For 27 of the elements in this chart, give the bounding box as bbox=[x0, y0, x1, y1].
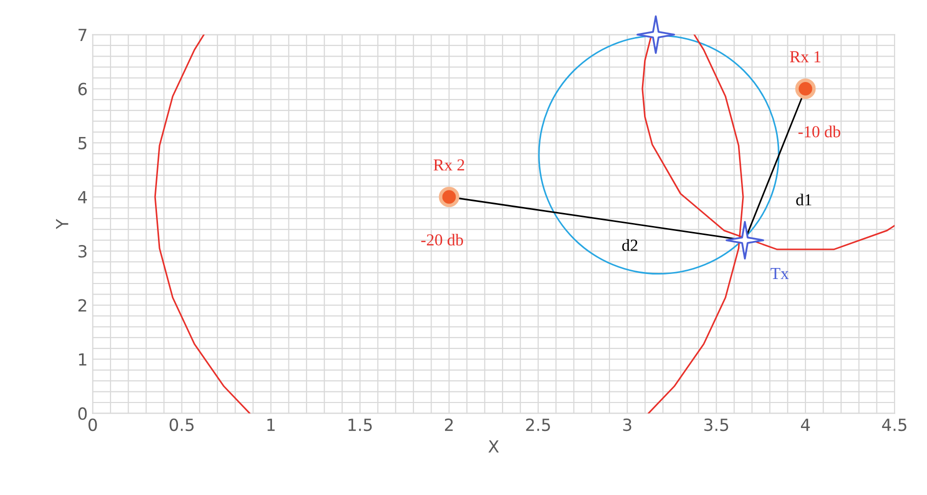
x-tick-label: 1 bbox=[267, 418, 275, 431]
annotation: Rx 1 bbox=[790, 51, 820, 62]
y-tick-label: 2 bbox=[78, 299, 86, 312]
x-tick-label: 1.5 bbox=[348, 418, 372, 432]
x-tick-label: 0.5 bbox=[170, 418, 194, 432]
y-tick-label: 4 bbox=[78, 191, 87, 204]
x-tick-label: 3.5 bbox=[704, 418, 728, 432]
x-tick-label: 2 bbox=[445, 418, 453, 431]
annotation: -10 db bbox=[798, 126, 840, 138]
x-tick-label: 4 bbox=[800, 418, 810, 431]
x-tick-label: 3 bbox=[623, 418, 632, 432]
x-tick-label: 0 bbox=[88, 418, 97, 432]
annotation: Rx 2 bbox=[434, 159, 464, 170]
annotation: -20 db bbox=[421, 234, 464, 246]
y-tick-label: 3 bbox=[78, 245, 87, 258]
annotation: Tx bbox=[770, 268, 789, 279]
x-tick-label: 4.5 bbox=[882, 418, 906, 432]
x-axis-title: X bbox=[488, 440, 499, 453]
y-tick-label: 5 bbox=[78, 137, 86, 150]
y-tick-label: 7 bbox=[78, 28, 86, 41]
annotation: d1 bbox=[796, 194, 812, 206]
y-tick-label: 1 bbox=[79, 353, 86, 366]
y-axis-title: Y bbox=[56, 218, 68, 230]
y-tick-label: 6 bbox=[78, 82, 87, 96]
annotation: d2 bbox=[622, 239, 638, 251]
y-tick-label: 0 bbox=[78, 407, 87, 420]
x-tick-label: 2.5 bbox=[526, 418, 550, 432]
